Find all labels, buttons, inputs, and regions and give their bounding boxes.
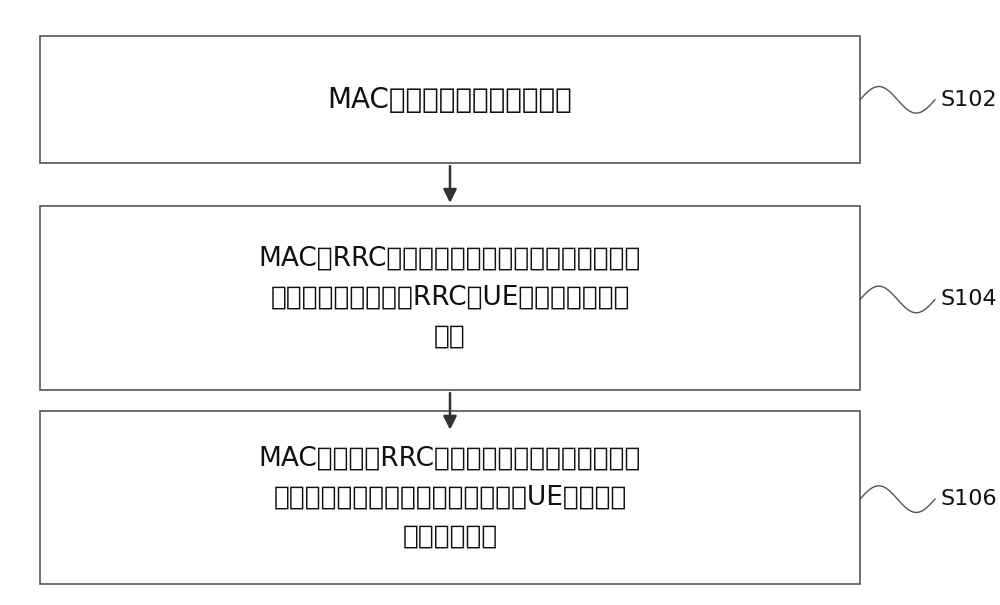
Text: S106: S106: [940, 489, 997, 509]
Bar: [40, 411, 860, 584]
Text: MAC根据来自RRC的重配完成通知进行传输模式
的切换，其中重配完成通知用于指示UE的传输模
式的重配完成: MAC根据来自RRC的重配完成通知进行传输模式 的切换，其中重配完成通知用于指示…: [259, 446, 641, 549]
Text: S104: S104: [940, 289, 997, 310]
Bar: [40, 36, 860, 163]
Text: MAC向RRC发送传输模式切换请求，其中传输模
式切换请求用于请求RRC对UE进行传输模式的
重配: MAC向RRC发送传输模式切换请求，其中传输模 式切换请求用于请求RRC对UE进…: [259, 246, 641, 350]
Bar: [40, 206, 860, 390]
Text: MAC确定进行传输模式的切换: MAC确定进行传输模式的切换: [328, 86, 572, 114]
Text: S102: S102: [940, 90, 997, 110]
